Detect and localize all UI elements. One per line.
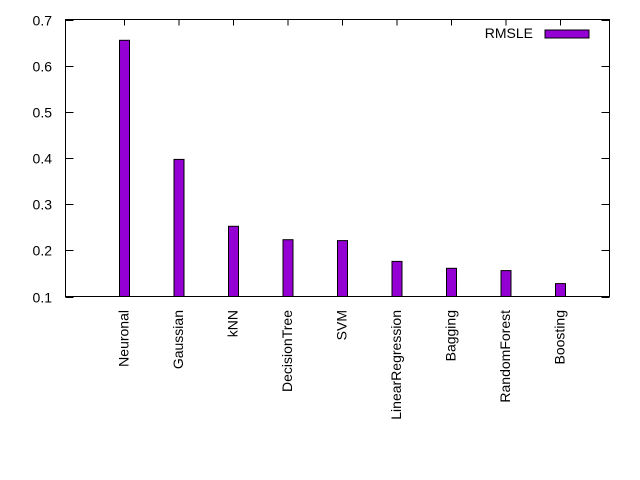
y-tick-label: 0.1 [33, 290, 53, 306]
bar-neuronal [119, 39, 130, 298]
plot-frame [65, 19, 610, 297]
x-tick-label: RandomForest [497, 310, 513, 403]
bar-boosting [555, 283, 566, 298]
x-tick-label: SVM [334, 310, 350, 340]
legend-label: RMSLE [485, 25, 533, 41]
y-tick-label: 0.4 [33, 151, 53, 167]
bar-gaussian [173, 158, 185, 297]
x-tick-label: LinearRegression [388, 310, 404, 420]
x-tick-label: DecisionTree [279, 310, 295, 392]
y-tick-label: 0.6 [33, 59, 53, 75]
bar-linearregression [391, 260, 403, 297]
y-axis: 0.1 0.2 0.3 0.4 0.5 0.6 0.7 [33, 13, 610, 306]
legend: RMSLE [485, 25, 590, 41]
x-tick-label: Boosting [552, 310, 568, 364]
bar-knn [228, 225, 239, 297]
bar-series [119, 39, 566, 298]
bar-svm [337, 240, 348, 298]
legend-swatch [544, 29, 590, 39]
x-tick-label: Bagging [443, 310, 459, 361]
bar-bagging [446, 267, 457, 297]
bar-randomforest [500, 270, 512, 298]
x-tick-label: Neuronal [116, 310, 132, 367]
y-tick-label: 0.5 [33, 105, 53, 121]
bar-decisiontree [282, 239, 294, 297]
x-axis: Neuronal Gaussian kNN DecisionTree SVM Linear… [116, 19, 568, 420]
y-tick-label: 0.2 [33, 243, 53, 259]
x-tick-label: kNN [225, 310, 241, 337]
y-tick-label: 0.3 [33, 197, 53, 213]
x-tick-label: Gaussian [170, 310, 186, 369]
y-tick-label: 0.7 [33, 13, 53, 29]
